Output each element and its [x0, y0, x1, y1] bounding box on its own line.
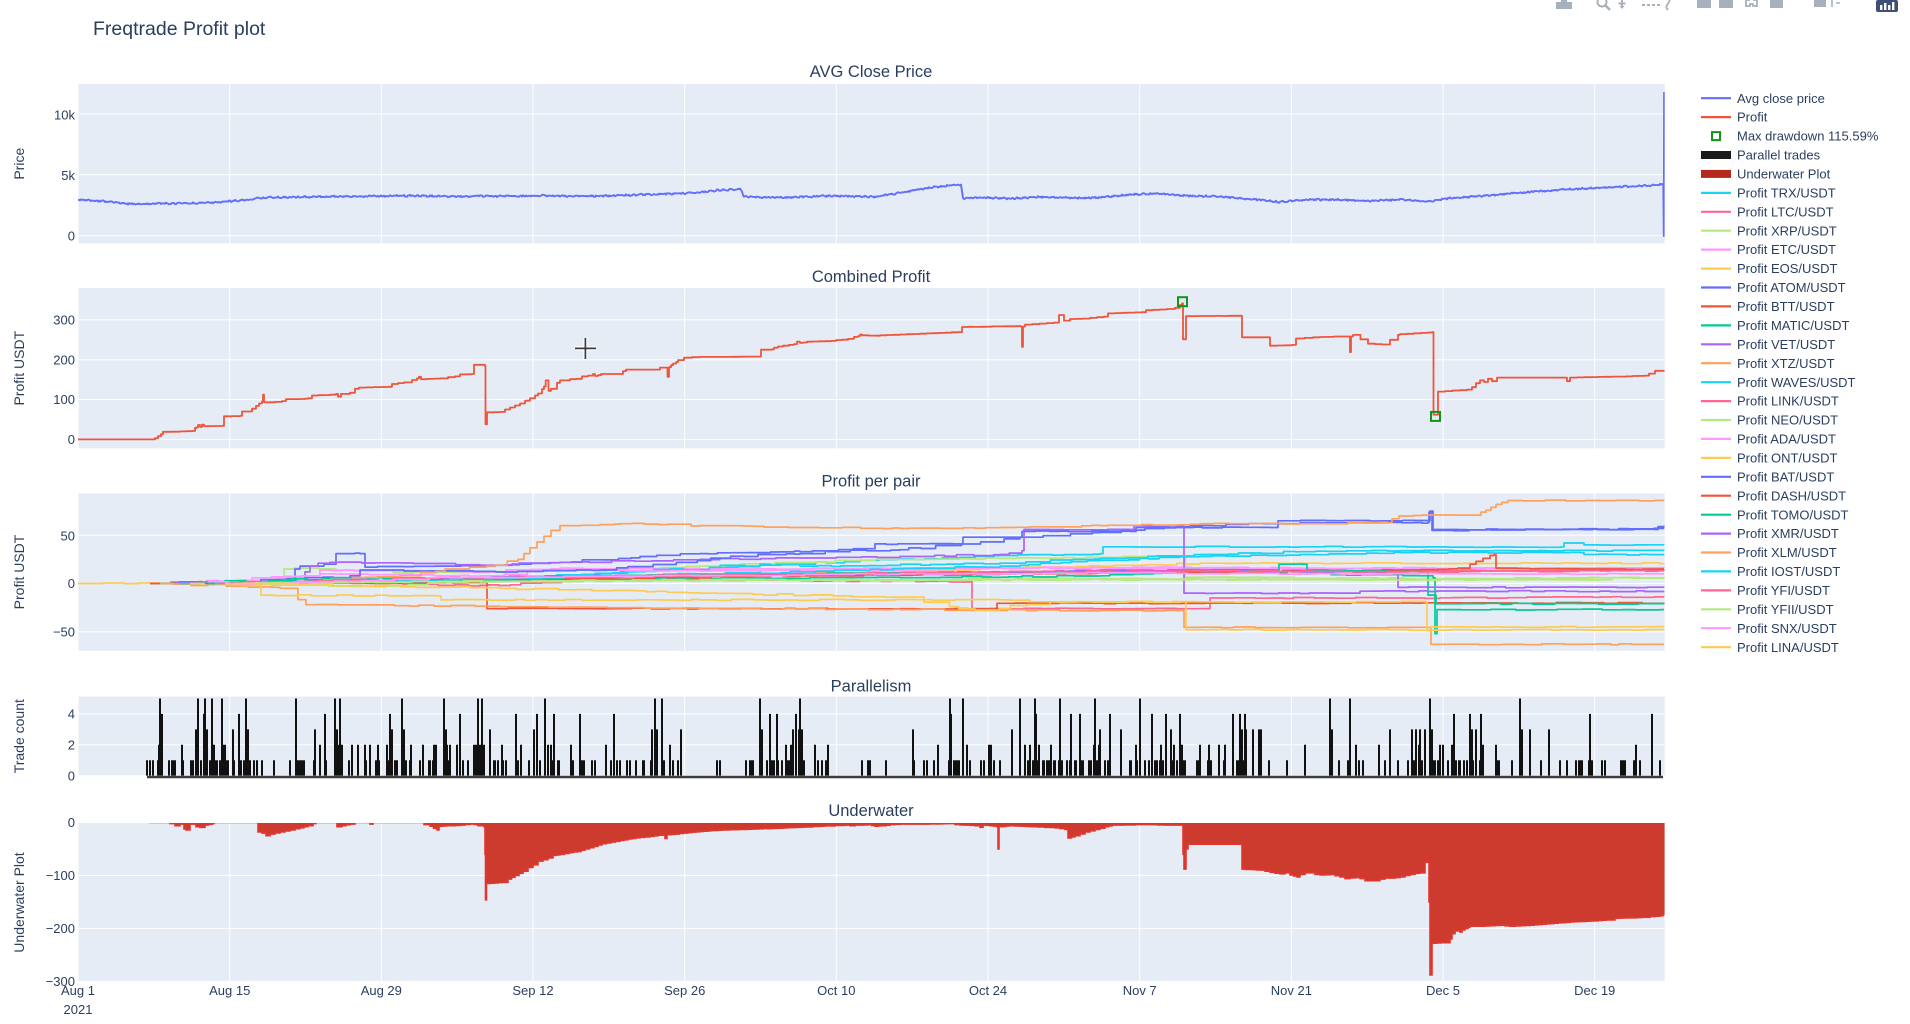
svg-text:AVG Close Price: AVG Close Price [810, 63, 933, 81]
svg-text:Profit BTT/USDT: Profit BTT/USDT [1737, 299, 1835, 314]
svg-text:Profit XRP/USDT: Profit XRP/USDT [1737, 223, 1837, 238]
svg-text:Parallel trades: Parallel trades [1737, 148, 1821, 163]
svg-text:0: 0 [68, 228, 75, 243]
svg-text:Profit USDT: Profit USDT [11, 330, 27, 405]
svg-text:Profit XTZ/USDT: Profit XTZ/USDT [1737, 356, 1835, 371]
svg-text:0: 0 [68, 815, 75, 830]
svg-text:Profit ATOM/USDT: Profit ATOM/USDT [1737, 280, 1846, 295]
svg-text:100: 100 [53, 392, 75, 407]
svg-text:Sep 12: Sep 12 [512, 983, 553, 998]
svg-text:Price: Price [11, 148, 27, 180]
svg-text:5k: 5k [61, 168, 75, 183]
svg-text:−50: −50 [53, 624, 75, 639]
svg-text:Avg close price: Avg close price [1737, 91, 1825, 106]
svg-text:Sep 26: Sep 26 [664, 983, 705, 998]
svg-text:Trade count: Trade count [11, 699, 27, 773]
svg-text:4: 4 [68, 707, 75, 722]
svg-text:Oct 24: Oct 24 [969, 983, 1007, 998]
svg-text:Profit MATIC/USDT: Profit MATIC/USDT [1737, 318, 1849, 333]
svg-text:Underwater Plot: Underwater Plot [11, 852, 27, 952]
svg-text:Underwater Plot: Underwater Plot [1737, 167, 1831, 182]
svg-text:Aug 1: Aug 1 [61, 983, 95, 998]
svg-text:Dec 19: Dec 19 [1574, 983, 1615, 998]
svg-text:Profit: Profit [1737, 110, 1768, 125]
svg-text:Profit EOS/USDT: Profit EOS/USDT [1737, 261, 1837, 276]
svg-text:Profit TOMO/USDT: Profit TOMO/USDT [1737, 507, 1849, 522]
svg-text:Nov 21: Nov 21 [1271, 983, 1312, 998]
svg-text:Aug 29: Aug 29 [361, 983, 402, 998]
svg-text:Profit TRX/USDT: Profit TRX/USDT [1737, 186, 1836, 201]
svg-text:Underwater: Underwater [828, 802, 914, 820]
svg-text:Profit IOST/USDT: Profit IOST/USDT [1737, 564, 1840, 579]
svg-text:10k: 10k [54, 107, 75, 122]
svg-text:Max drawdown 115.59%: Max drawdown 115.59% [1737, 129, 1879, 144]
svg-text:Profit ONT/USDT: Profit ONT/USDT [1737, 451, 1837, 466]
svg-text:Profit ADA/USDT: Profit ADA/USDT [1737, 432, 1836, 447]
svg-text:0: 0 [68, 432, 75, 447]
svg-text:2021: 2021 [64, 1002, 93, 1017]
svg-text:Profit ETC/USDT: Profit ETC/USDT [1737, 242, 1836, 257]
svg-text:Profit USDT: Profit USDT [11, 534, 27, 609]
svg-text:0: 0 [68, 576, 75, 591]
svg-text:Profit BAT/USDT: Profit BAT/USDT [1737, 469, 1834, 484]
svg-text:Profit XLM/USDT: Profit XLM/USDT [1737, 545, 1837, 560]
svg-text:Profit SNX/USDT: Profit SNX/USDT [1737, 621, 1837, 636]
svg-text:300: 300 [53, 312, 75, 327]
svg-text:Profit DASH/USDT: Profit DASH/USDT [1737, 488, 1846, 503]
svg-text:0: 0 [68, 768, 75, 783]
svg-text:Freqtrade Profit plot: Freqtrade Profit plot [93, 18, 266, 40]
svg-text:50: 50 [61, 529, 75, 544]
svg-text:Profit NEO/USDT: Profit NEO/USDT [1737, 413, 1838, 428]
svg-text:Parallelism: Parallelism [831, 678, 912, 696]
svg-text:−100: −100 [46, 868, 75, 883]
svg-text:Aug 15: Aug 15 [209, 983, 250, 998]
svg-text:Profit XMR/USDT: Profit XMR/USDT [1737, 526, 1839, 541]
svg-text:−200: −200 [46, 921, 75, 936]
svg-text:Profit YFI/USDT: Profit YFI/USDT [1737, 583, 1830, 598]
svg-text:2: 2 [68, 737, 75, 752]
svg-text:Profit LTC/USDT: Profit LTC/USDT [1737, 204, 1834, 219]
svg-text:Profit LINK/USDT: Profit LINK/USDT [1737, 394, 1839, 409]
svg-text:Combined Profit: Combined Profit [812, 268, 931, 286]
svg-text:Dec 5: Dec 5 [1426, 983, 1460, 998]
svg-text:Profit LINA/USDT: Profit LINA/USDT [1737, 640, 1839, 655]
svg-text:200: 200 [53, 352, 75, 367]
svg-text:Nov 7: Nov 7 [1123, 983, 1157, 998]
svg-text:Profit YFII/USDT: Profit YFII/USDT [1737, 602, 1834, 617]
svg-text:Profit VET/USDT: Profit VET/USDT [1737, 337, 1835, 352]
svg-text:−300: −300 [46, 974, 75, 989]
svg-text:Profit WAVES/USDT: Profit WAVES/USDT [1737, 375, 1856, 390]
svg-text:Profit per pair: Profit per pair [821, 473, 921, 491]
svg-text:Oct 10: Oct 10 [817, 983, 855, 998]
